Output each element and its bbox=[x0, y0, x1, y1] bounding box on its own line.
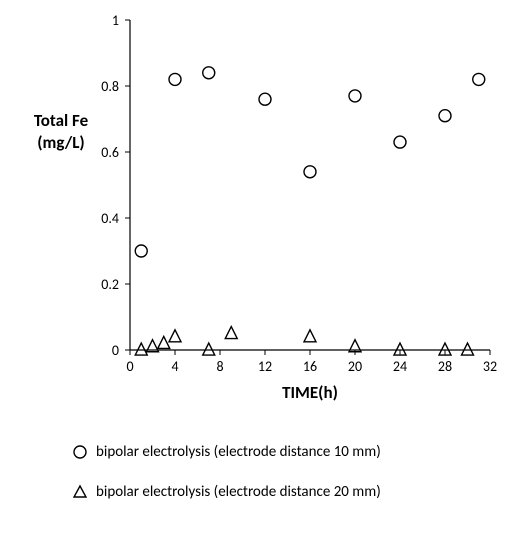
data-point-triangle bbox=[135, 343, 147, 355]
legend-label: bipolar electrolysis (electrode distance… bbox=[96, 443, 381, 461]
x-tick-label: 12 bbox=[258, 358, 272, 375]
x-tick-label: 16 bbox=[303, 358, 317, 375]
scatter-chart: 00.20.40.60.81048121620242832TIME(h) bbox=[0, 0, 524, 420]
y-tick-label: 0 bbox=[112, 342, 119, 359]
x-tick-label: 8 bbox=[216, 358, 223, 375]
triangle-marker-icon bbox=[70, 484, 90, 500]
legend: bipolar electrolysis (electrode distance… bbox=[70, 438, 381, 518]
data-point-circle bbox=[439, 110, 451, 122]
data-point-triangle bbox=[462, 343, 474, 355]
data-point-circle bbox=[304, 166, 316, 178]
y-axis-title-line2: (mg/L) bbox=[6, 132, 116, 154]
data-point-triangle bbox=[203, 343, 215, 355]
data-point-triangle bbox=[304, 330, 316, 342]
circle-marker-icon bbox=[70, 444, 90, 460]
data-point-circle bbox=[203, 67, 215, 79]
y-axis-title-line1: Total Fe bbox=[6, 110, 116, 132]
x-tick-label: 28 bbox=[438, 358, 452, 375]
legend-label: bipolar electrolysis (electrode distance… bbox=[96, 483, 381, 501]
y-tick-label: 0.8 bbox=[101, 78, 119, 95]
y-axis-title: Total Fe (mg/L) bbox=[6, 110, 116, 154]
data-point-triangle bbox=[169, 330, 181, 342]
y-tick-label: 1 bbox=[112, 12, 119, 29]
x-tick-label: 20 bbox=[348, 358, 362, 375]
x-tick-label: 24 bbox=[393, 358, 407, 375]
x-tick-label: 4 bbox=[171, 358, 178, 375]
y-tick-label: 0.2 bbox=[101, 276, 119, 293]
data-point-circle bbox=[169, 73, 181, 85]
x-axis-title: TIME(h) bbox=[282, 382, 338, 403]
data-point-triangle bbox=[225, 327, 237, 339]
x-tick-label: 32 bbox=[483, 358, 497, 375]
data-point-circle bbox=[259, 93, 271, 105]
legend-item: bipolar electrolysis (electrode distance… bbox=[70, 438, 381, 466]
y-tick-label: 0.4 bbox=[101, 210, 119, 227]
data-point-circle bbox=[135, 245, 147, 257]
data-point-circle bbox=[473, 73, 485, 85]
legend-item: bipolar electrolysis (electrode distance… bbox=[70, 478, 381, 506]
x-tick-label: 0 bbox=[126, 358, 133, 375]
data-point-circle bbox=[394, 136, 406, 148]
data-point-circle bbox=[349, 90, 361, 102]
